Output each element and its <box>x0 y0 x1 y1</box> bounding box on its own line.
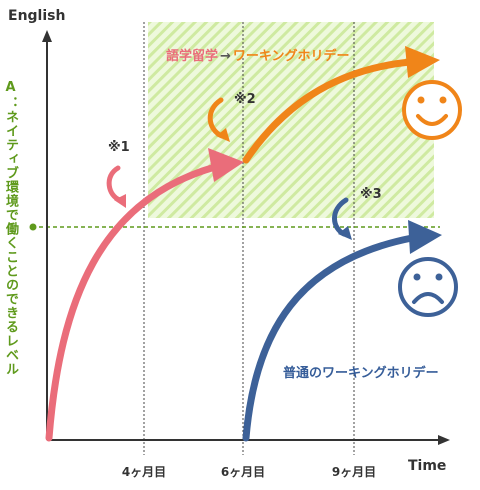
threshold-label: A：ネイティブ環境で働くことのできるレベル <box>3 80 18 376</box>
normal-holiday-caption: 普通のワーキングホリデー <box>283 366 439 381</box>
y-axis-title: English <box>8 8 66 24</box>
note-1: ※1 <box>108 140 130 155</box>
note2-arrow-icon <box>207 97 230 142</box>
note1-arrow-icon <box>106 165 126 208</box>
sad-face-icon <box>398 257 458 317</box>
language-school-curve <box>45 163 219 442</box>
normal-holiday-curve <box>242 234 416 442</box>
x-tick-4months: 4ヶ月目 <box>121 465 167 479</box>
top-caption: 語学留学 → ワーキングホリデー <box>166 45 350 64</box>
working-holiday-caption: ワーキングホリデー <box>232 49 350 64</box>
x-axis-title: Time <box>408 458 447 474</box>
note3-arrow-icon <box>332 197 352 240</box>
highlight-region <box>148 22 434 218</box>
x-axis-arrowhead <box>438 435 450 445</box>
threshold-dot <box>29 223 37 231</box>
language-school-arrowhead <box>208 148 244 182</box>
after-school-arrowhead <box>405 46 440 78</box>
language-school-caption: 語学留学 <box>166 49 219 64</box>
x-tick-6months: 6ヶ月目 <box>220 465 266 479</box>
smiley-face-icon <box>402 80 462 140</box>
note-3: ※3 <box>360 187 382 202</box>
caption-arrow: → <box>220 49 231 64</box>
x-tick-9months: 9ヶ月目 <box>331 465 377 479</box>
normal-holiday-arrowhead <box>408 220 442 254</box>
after-school-curve <box>242 58 414 164</box>
note-2: ※2 <box>234 92 256 107</box>
y-axis-arrowhead <box>42 30 52 42</box>
